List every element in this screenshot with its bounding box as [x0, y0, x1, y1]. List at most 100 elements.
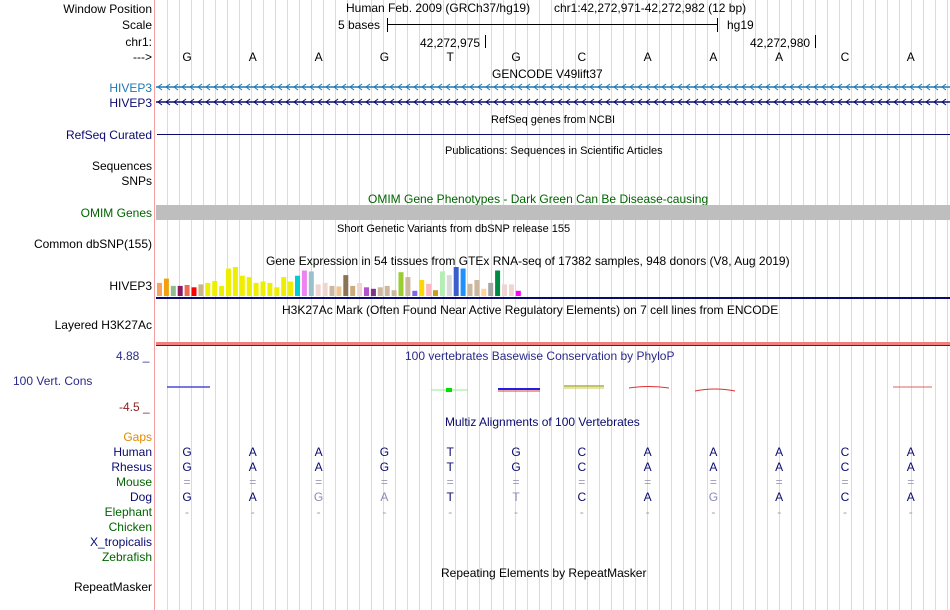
strand-arrow [301, 83, 307, 91]
gtex-tissue-bar [384, 285, 390, 296]
refseq-label[interactable]: RefSeq Curated [65, 128, 152, 142]
species-label[interactable]: Rhesus [111, 460, 152, 474]
strand-arrow [501, 83, 507, 91]
omim-label[interactable]: OMIM Genes [80, 206, 152, 220]
aligned-base: A [775, 460, 784, 474]
strand-arrow [189, 83, 195, 91]
strand-arrow [941, 98, 947, 106]
reference-base: A [643, 50, 652, 64]
strand-arrow [413, 98, 419, 106]
strand-arrow [629, 83, 635, 91]
strand-arrow [333, 83, 339, 91]
gtex-label[interactable]: HIVEP3 [109, 279, 152, 293]
gtex-tissue-bar [274, 287, 280, 296]
gtex-expression-chart[interactable] [156, 266, 950, 301]
species-label[interactable]: Chicken [108, 520, 152, 534]
strand-arrow [261, 98, 267, 106]
strand-arrow [381, 98, 387, 106]
species-label[interactable]: Elephant [104, 505, 152, 519]
strand-arrow [221, 83, 227, 91]
aligned-base: - [908, 505, 913, 519]
strand-arrow [373, 98, 379, 106]
window-position-label: Window Position [63, 2, 152, 16]
species-label[interactable]: Mouse [115, 475, 152, 489]
aligned-base: = [841, 475, 849, 489]
strand-arrow [797, 83, 803, 91]
strand-arrow [749, 83, 755, 91]
gtex-tissue-bar [515, 290, 521, 296]
strand-arrow [333, 98, 339, 106]
publications-label-snps[interactable]: SNPs [121, 174, 152, 188]
gencode-label-1[interactable]: HIVEP3 [109, 81, 152, 95]
gencode-label-2[interactable]: HIVEP3 [109, 96, 152, 110]
strand-arrow [309, 98, 315, 106]
strand-arrow [541, 83, 547, 91]
gtex-tissue-bar [343, 275, 349, 296]
strand-arrow [317, 98, 323, 106]
phylop-label[interactable]: 100 Vert. Cons [13, 374, 93, 388]
strand-arrow [269, 98, 275, 106]
strand-arrow [365, 83, 371, 91]
strand-arrow [909, 83, 915, 91]
strand-arrow [725, 98, 731, 106]
h3k27ac-label[interactable]: Layered H3K27Ac [54, 318, 152, 332]
repeatmasker-label[interactable]: RepeatMasker [73, 580, 152, 594]
species-label[interactable]: Human [113, 445, 152, 459]
omim-gene-bar[interactable] [156, 205, 950, 220]
aligned-base: C [840, 445, 850, 459]
strand-arrow [861, 83, 867, 91]
strand-arrow [581, 83, 587, 91]
strand-arrow [573, 83, 579, 91]
strand-arrow [845, 98, 851, 106]
strand-label: ---> [133, 50, 152, 64]
strand-arrow [541, 98, 547, 106]
strand-arrow [805, 83, 811, 91]
scale-bar-right-tick [717, 18, 718, 32]
strand-arrow [821, 98, 827, 106]
omim-track-title: OMIM Gene Phenotypes - Dark Green Can Be… [368, 192, 709, 206]
dbsnp-label[interactable]: Common dbSNP(155) [33, 237, 152, 251]
strand-arrow [757, 98, 763, 106]
aligned-base: T [446, 490, 454, 504]
aligned-base: A [906, 460, 915, 474]
species-label[interactable]: Zebrafish [101, 550, 152, 564]
strand-arrow [389, 98, 395, 106]
strand-arrow [477, 98, 483, 106]
position-readout[interactable]: chr1:42,272,971-42,272,982 (12 bp) [554, 1, 747, 15]
species-label[interactable]: Dog [129, 490, 152, 504]
strand-arrow [453, 83, 459, 91]
strand-arrow [637, 98, 643, 106]
strand-arrow [685, 98, 691, 106]
strand-arrow [237, 98, 243, 106]
aligned-base: A [248, 460, 257, 474]
strand-arrow [405, 83, 411, 91]
gencode-transcripts[interactable] [156, 82, 950, 110]
strand-arrow [749, 98, 755, 106]
strand-arrow [437, 83, 443, 91]
strand-arrow [533, 83, 539, 91]
strand-arrow [885, 98, 891, 106]
strand-arrow [277, 83, 283, 91]
scale-text: 5 bases [338, 18, 381, 32]
strand-arrow [381, 83, 387, 91]
h3k27ac-signal-bar[interactable] [156, 342, 950, 346]
multiz-track-title: Multiz Alignments of 100 Vertebrates [445, 415, 640, 429]
strand-arrow [853, 83, 859, 91]
gtex-tissue-bar [336, 286, 342, 296]
strand-arrow [709, 98, 715, 106]
aligned-base: G [708, 490, 719, 504]
strand-arrow [277, 98, 283, 106]
strand-arrow [909, 98, 915, 106]
species-label[interactable]: X_tropicalis [89, 535, 152, 549]
gtex-tissue-bar [239, 275, 245, 296]
strand-arrow [205, 83, 211, 91]
phylop-graph[interactable] [156, 380, 950, 394]
strand-arrow [525, 83, 531, 91]
multiz-gaps-label[interactable]: Gaps [123, 430, 152, 444]
aligned-base: C [577, 490, 587, 504]
strand-arrow [557, 98, 563, 106]
refseq-gene-line[interactable] [157, 134, 950, 135]
publications-label-sequences[interactable]: Sequences [91, 159, 152, 173]
chr-label: chr1: [125, 35, 152, 49]
gtex-tissue-bar [301, 270, 307, 296]
